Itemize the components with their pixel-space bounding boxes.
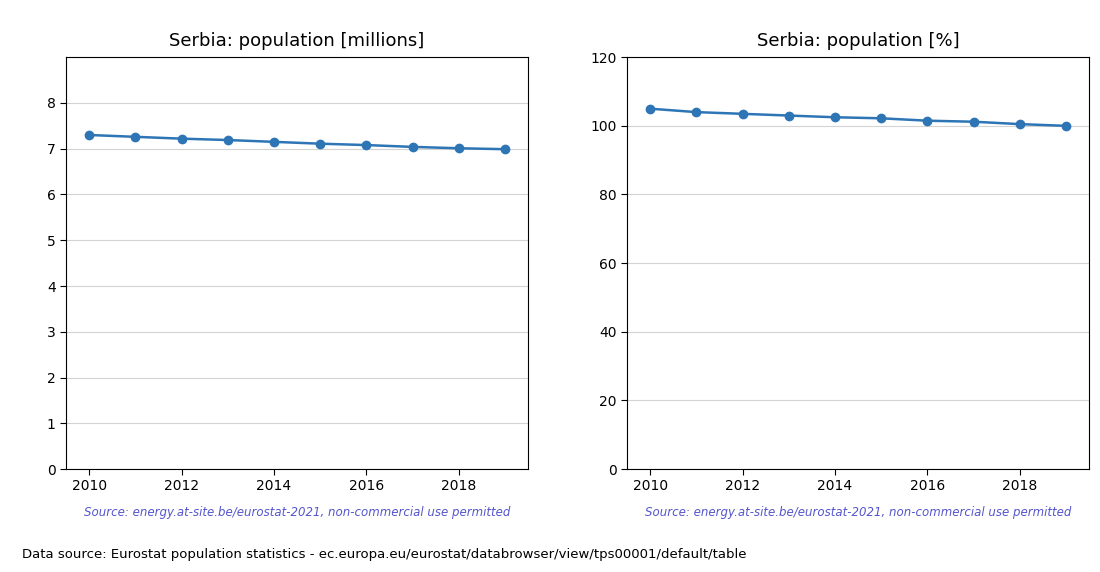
Text: Source: energy.at-site.be/eurostat-2021, non-commercial use permitted: Source: energy.at-site.be/eurostat-2021,… [645, 506, 1071, 519]
Text: Data source: Eurostat population statistics - ec.europa.eu/eurostat/databrowser/: Data source: Eurostat population statist… [22, 547, 747, 561]
Text: Source: energy.at-site.be/eurostat-2021, non-commercial use permitted: Source: energy.at-site.be/eurostat-2021,… [84, 506, 510, 519]
Title: Serbia: population [%]: Serbia: population [%] [757, 32, 959, 50]
Title: Serbia: population [millions]: Serbia: population [millions] [169, 32, 425, 50]
